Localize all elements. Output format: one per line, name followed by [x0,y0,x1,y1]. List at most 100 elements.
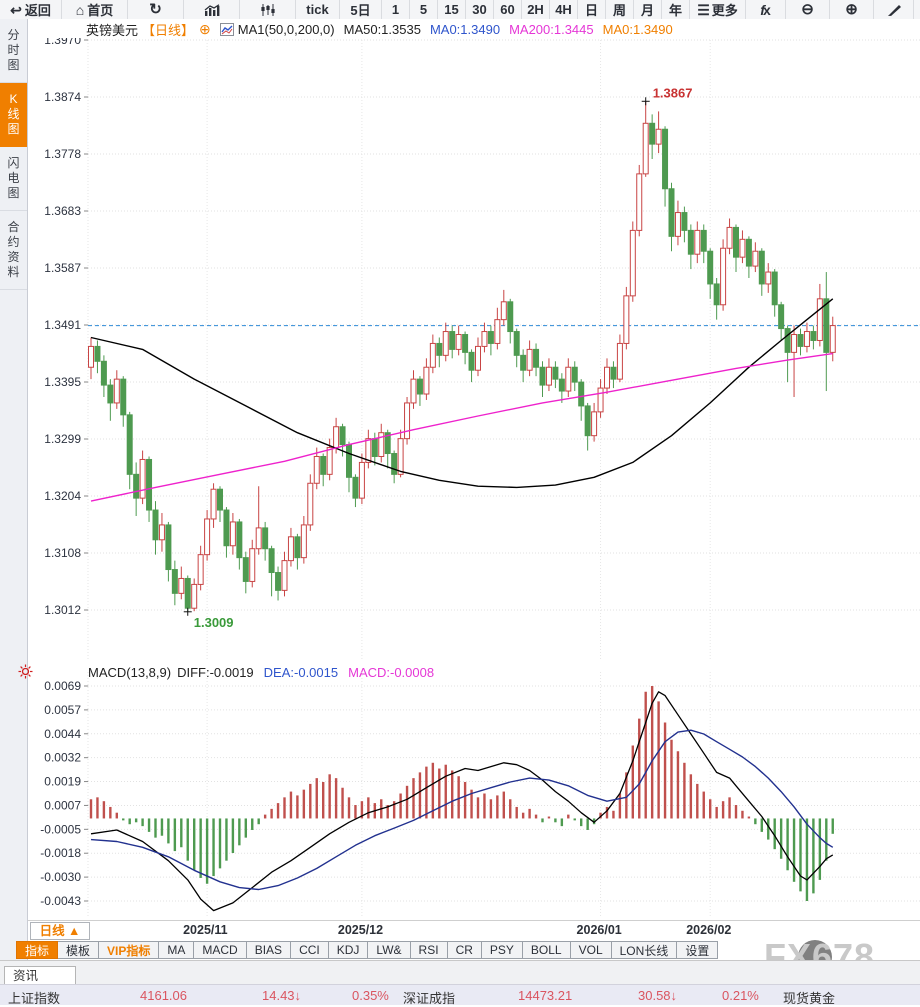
indicator-tab-cci[interactable]: CCI [291,941,329,959]
period-year-button[interactable]: 年 [662,0,690,19]
indicator-tab-cr[interactable]: CR [447,941,482,959]
period-15m-button[interactable]: 15 [438,0,466,19]
period-dropdown[interactable]: 日线 ▲ [30,922,90,940]
period-4h-button[interactable]: 4H [550,0,578,19]
svg-text:0.0007: 0.0007 [44,798,81,812]
indicator-tab-模板[interactable]: 模板 [58,941,100,959]
svg-text:0.0044: 0.0044 [44,727,81,741]
svg-text:1.3299: 1.3299 [44,432,81,446]
ticker-item: 14.43↓ [262,988,302,1003]
period-month-button[interactable]: 月 [634,0,662,19]
candlestick-chart[interactable]: 1.3970 1.3874 1.3778 1.3683 1.3587 1.3491 1.33… [28,38,920,662]
back-icon: ↩ [10,1,22,18]
sidebar-tab-label: 分时图 [7,28,20,72]
svg-text:1.3395: 1.3395 [44,375,81,389]
period-1m-button[interactable]: 1 [382,0,410,19]
more-button[interactable]: ☰ 更多 [690,0,746,19]
period-30m-button[interactable]: 30 [466,0,494,19]
zoom-in-button[interactable]: ⊕ [830,0,874,19]
line-chart-icon[interactable] [219,22,234,36]
home-icon: ⌂ [75,1,85,18]
toolbar-label: 周 [612,3,626,18]
chart-area: 英镑美元 【日线】 ⊕ MA1(50,0,200,0) MA50:1.3535 … [18,19,920,960]
zoom-out-button[interactable]: ⊖ [786,0,830,19]
indicator-tab-row: 指标 模板 VIP指标 MA MACD BIAS CCI KDJ LW& RSI CR PSY BOLL… [16,941,719,959]
indicator-tab-指标[interactable]: 指标 [16,941,59,959]
indicator-tab-macd[interactable]: MACD [194,941,247,959]
period-week-button[interactable]: 周 [606,0,634,19]
news-tab[interactable]: 资讯 [4,966,76,985]
indicator-tab-vip指标[interactable]: VIP指标 [99,941,160,959]
toolbar-label: 4H [555,2,572,17]
ma0-blue-value: MA0:1.3490 [429,21,501,37]
candlestick-icon [260,3,276,16]
svg-text:1.3683: 1.3683 [44,204,81,218]
ticker-item: 30.58↓ [638,988,678,1003]
ticker-item: 4161.06 [140,988,187,1003]
svg-text:0.0057: 0.0057 [44,703,81,717]
sidebar-tab-time-chart[interactable]: 分时图 [0,19,27,83]
macd-dea-value: DEA:-0.0015 [263,665,339,680]
period-day-button[interactable]: 日 [578,0,606,19]
svg-text:1.3108: 1.3108 [44,546,81,560]
toolbar-label: 1 [391,2,400,17]
indicator-tab-bias[interactable]: BIAS [246,941,292,959]
chart-style-bars-button[interactable] [184,0,240,19]
period-5m-button[interactable]: 5 [410,0,438,19]
add-indicator-icon[interactable]: ⊕ [199,20,211,37]
ma50-value: MA50:1.3535 [343,21,421,37]
indicator-settings-icon[interactable] [18,664,33,684]
refresh-button[interactable]: ↻ [128,0,184,19]
chart-style-candles-button[interactable] [240,0,296,19]
toolbar-label: 30 [472,2,487,17]
sidebar-tab-kline-chart[interactable]: K线图 [0,83,27,147]
bar-chart-icon [204,3,220,16]
svg-text:1.3012: 1.3012 [44,603,81,617]
indicator-tab-lw&[interactable]: LW& [368,941,411,959]
svg-text:-0.0018: -0.0018 [40,846,81,860]
x-axis-date-label: 2026/01 [576,923,622,937]
zoom-in-icon: ⊕ [845,0,858,18]
macd-macd-value: MACD:-0.0008 [348,665,435,680]
period-tick-button[interactable]: tick [296,0,340,19]
back-button[interactable]: ↩ 返回 [0,0,62,19]
ticker-item: 深证成指 [403,991,456,1006]
period-60m-button[interactable]: 60 [494,0,522,19]
toolbar-label: 60 [500,2,515,17]
svg-text:-0.0030: -0.0030 [40,870,81,884]
macd-title: MACD(13,8,9) [88,665,172,680]
refresh-icon: ↻ [149,0,162,18]
macd-chart[interactable]: 0.0069 0.0057 0.0044 0.0032 0.0019 0.0007 -0.0… [28,662,920,920]
indicator-tab-boll[interactable]: BOLL [522,941,571,959]
svg-text:1.3778: 1.3778 [44,147,81,161]
indicator-tab-psy[interactable]: PSY [481,941,523,959]
x-axis-date-label: 2026/02 [686,923,732,937]
ma0-orange-value: MA0:1.3490 [602,21,673,37]
indicator-tab-vol[interactable]: VOL [570,941,612,959]
svg-text:1.3874: 1.3874 [44,90,81,104]
news-bar: 资讯 [0,960,920,985]
toolbar-label: 年 [668,3,682,18]
toolbar-label: 首页 [87,3,114,18]
indicator-tab-kdj[interactable]: KDJ [328,941,369,959]
draw-tool-button[interactable] [874,0,914,19]
indicator-tab-lon长线[interactable]: LON长线 [611,941,678,959]
indicator-tab-设置[interactable]: 设置 [677,941,719,959]
period-2h-button[interactable]: 2H [522,0,550,19]
left-sidebar: 分时图 K线图 闪电图合约资料 [0,19,28,960]
sidebar-tab-lightning-chart[interactable]: 闪电图 [0,147,27,211]
toolbar-label: 5日 [350,3,371,18]
top-toolbar: ↩ 返回 ⌂ 首页 ↻ tick 5日 1 5 15 30 60 2H 4H 日周月年 ☰ 更多 f x ⊖ ⊕ [0,0,920,20]
home-button[interactable]: ⌂ 首页 [62,0,128,19]
period-5d-button[interactable]: 5日 [340,0,382,19]
draw-icon [887,3,901,16]
svg-text:1.3867: 1.3867 [653,85,693,100]
sidebar-tab-contract-info[interactable]: 合约资料 [0,211,27,290]
indicator-tab-rsi[interactable]: RSI [410,941,448,959]
macd-diff-value: DIFF:-0.0019 [177,665,254,680]
sidebar-tab-label: 合约资料 [7,220,20,279]
indicator-tab-ma[interactable]: MA [159,941,195,959]
toolbar-label: 5 [419,2,428,17]
